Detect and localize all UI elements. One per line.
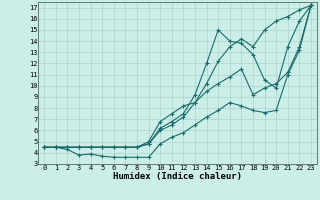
X-axis label: Humidex (Indice chaleur): Humidex (Indice chaleur) xyxy=(113,172,242,181)
